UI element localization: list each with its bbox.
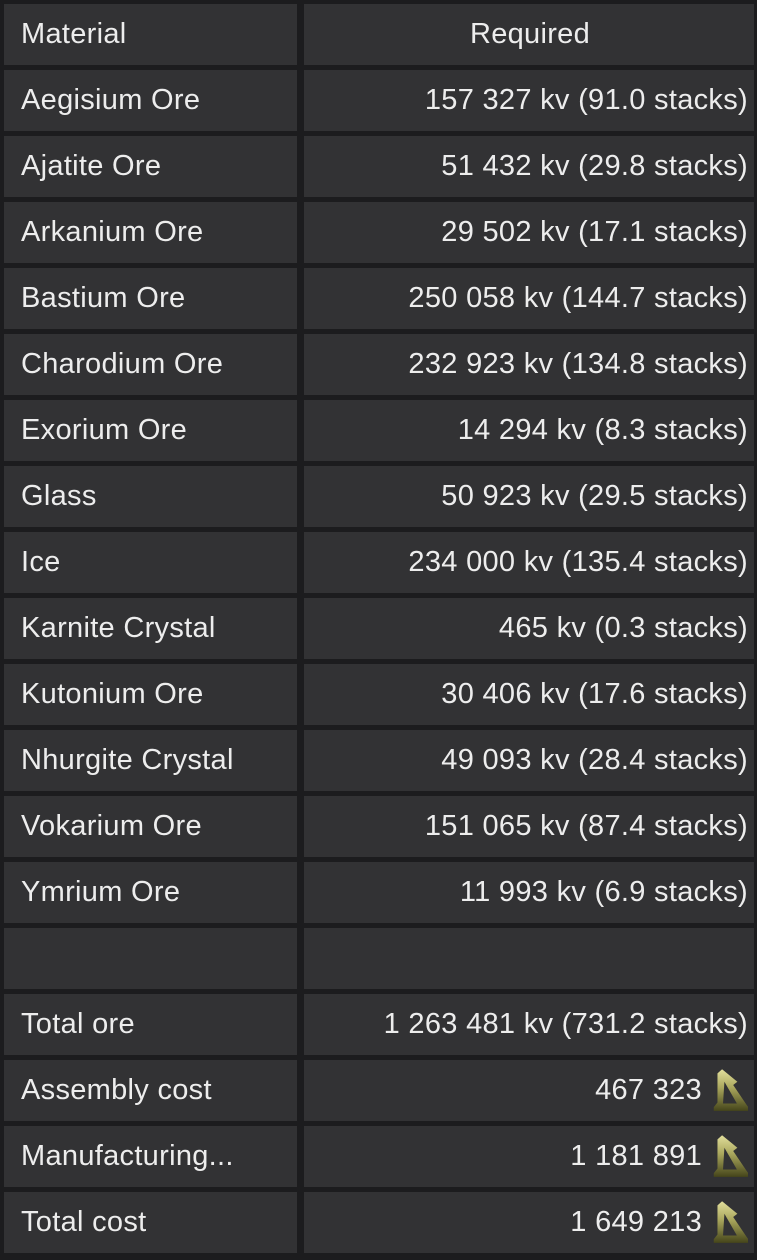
required-cell: 250 058 kv (144.7 stacks) — [304, 268, 754, 329]
required-cell: 465 kv (0.3 stacks) — [304, 598, 754, 659]
required-cell: 151 065 kv (87.4 stacks) — [304, 796, 754, 857]
required-value: 49 093 kv (28.4 stacks) — [441, 744, 748, 776]
required-value: 465 kv (0.3 stacks) — [498, 612, 748, 644]
required-value: 11 993 kv (6.9 stacks) — [459, 876, 748, 908]
required-cell: 51 432 kv (29.8 stacks) — [304, 136, 754, 197]
required-value: 1 181 891 — [570, 1140, 702, 1172]
required-value: 232 923 kv (134.8 stacks) — [408, 348, 748, 380]
material-cell: Total cost — [4, 1192, 297, 1253]
material-cell: Aegisium Ore — [4, 70, 297, 131]
required-value: 14 294 kv (8.3 stacks) — [457, 414, 748, 446]
material-cell: Ymrium Ore — [4, 862, 297, 923]
material-cell: Exorium Ore — [4, 400, 297, 461]
material-cell: Bastium Ore — [4, 268, 297, 329]
material-cell: Ice — [4, 532, 297, 593]
credits-icon — [711, 1134, 748, 1179]
credits-icon — [711, 1068, 748, 1113]
required-cell: 50 923 kv (29.5 stacks) — [304, 466, 754, 527]
credits-icon — [711, 1200, 748, 1245]
required-cell: 14 294 kv (8.3 stacks) — [304, 400, 754, 461]
material-cell: Glass — [4, 466, 297, 527]
material-cell: Total ore — [4, 994, 297, 1055]
material-cell: Karnite Crystal — [4, 598, 297, 659]
material-cell: Arkanium Ore — [4, 202, 297, 263]
required-value: 1 263 481 kv (731.2 stacks) — [383, 1008, 748, 1040]
required-cell: 1 649 213 — [304, 1192, 754, 1253]
material-cell — [4, 928, 297, 989]
required-cell: 467 323 — [304, 1060, 754, 1121]
required-value: 467 323 — [595, 1074, 702, 1106]
material-cell: Assembly cost — [4, 1060, 297, 1121]
required-value: 50 923 kv (29.5 stacks) — [441, 480, 748, 512]
required-cell: 29 502 kv (17.1 stacks) — [304, 202, 754, 263]
table-grid: Material Required Aegisium Ore 157 327 k… — [4, 4, 754, 1253]
required-cell: 11 993 kv (6.9 stacks) — [304, 862, 754, 923]
column-header-required: Required — [304, 4, 754, 65]
required-value: 157 327 kv (91.0 stacks) — [424, 84, 748, 116]
required-value: 250 058 kv (144.7 stacks) — [408, 282, 748, 314]
required-cell: 1 181 891 — [304, 1126, 754, 1187]
required-cell: 234 000 kv (135.4 stacks) — [304, 532, 754, 593]
required-cell — [304, 928, 754, 989]
material-cell: Vokarium Ore — [4, 796, 297, 857]
required-cell: 157 327 kv (91.0 stacks) — [304, 70, 754, 131]
material-cell: Manufacturing... — [4, 1126, 297, 1187]
required-cell: 232 923 kv (134.8 stacks) — [304, 334, 754, 395]
material-cell: Kutonium Ore — [4, 664, 297, 725]
column-header-material: Material — [4, 4, 297, 65]
material-cell: Ajatite Ore — [4, 136, 297, 197]
required-value: 1 649 213 — [570, 1206, 702, 1238]
required-cell: 1 263 481 kv (731.2 stacks) — [304, 994, 754, 1055]
required-value: 151 065 kv (87.4 stacks) — [424, 810, 748, 842]
material-cell: Nhurgite Crystal — [4, 730, 297, 791]
material-cell: Charodium Ore — [4, 334, 297, 395]
required-cell: 49 093 kv (28.4 stacks) — [304, 730, 754, 791]
required-cell: 30 406 kv (17.6 stacks) — [304, 664, 754, 725]
required-value: 234 000 kv (135.4 stacks) — [408, 546, 748, 578]
required-value: 29 502 kv (17.1 stacks) — [441, 216, 748, 248]
required-value: 51 432 kv (29.8 stacks) — [441, 150, 748, 182]
required-value: 30 406 kv (17.6 stacks) — [441, 678, 748, 710]
